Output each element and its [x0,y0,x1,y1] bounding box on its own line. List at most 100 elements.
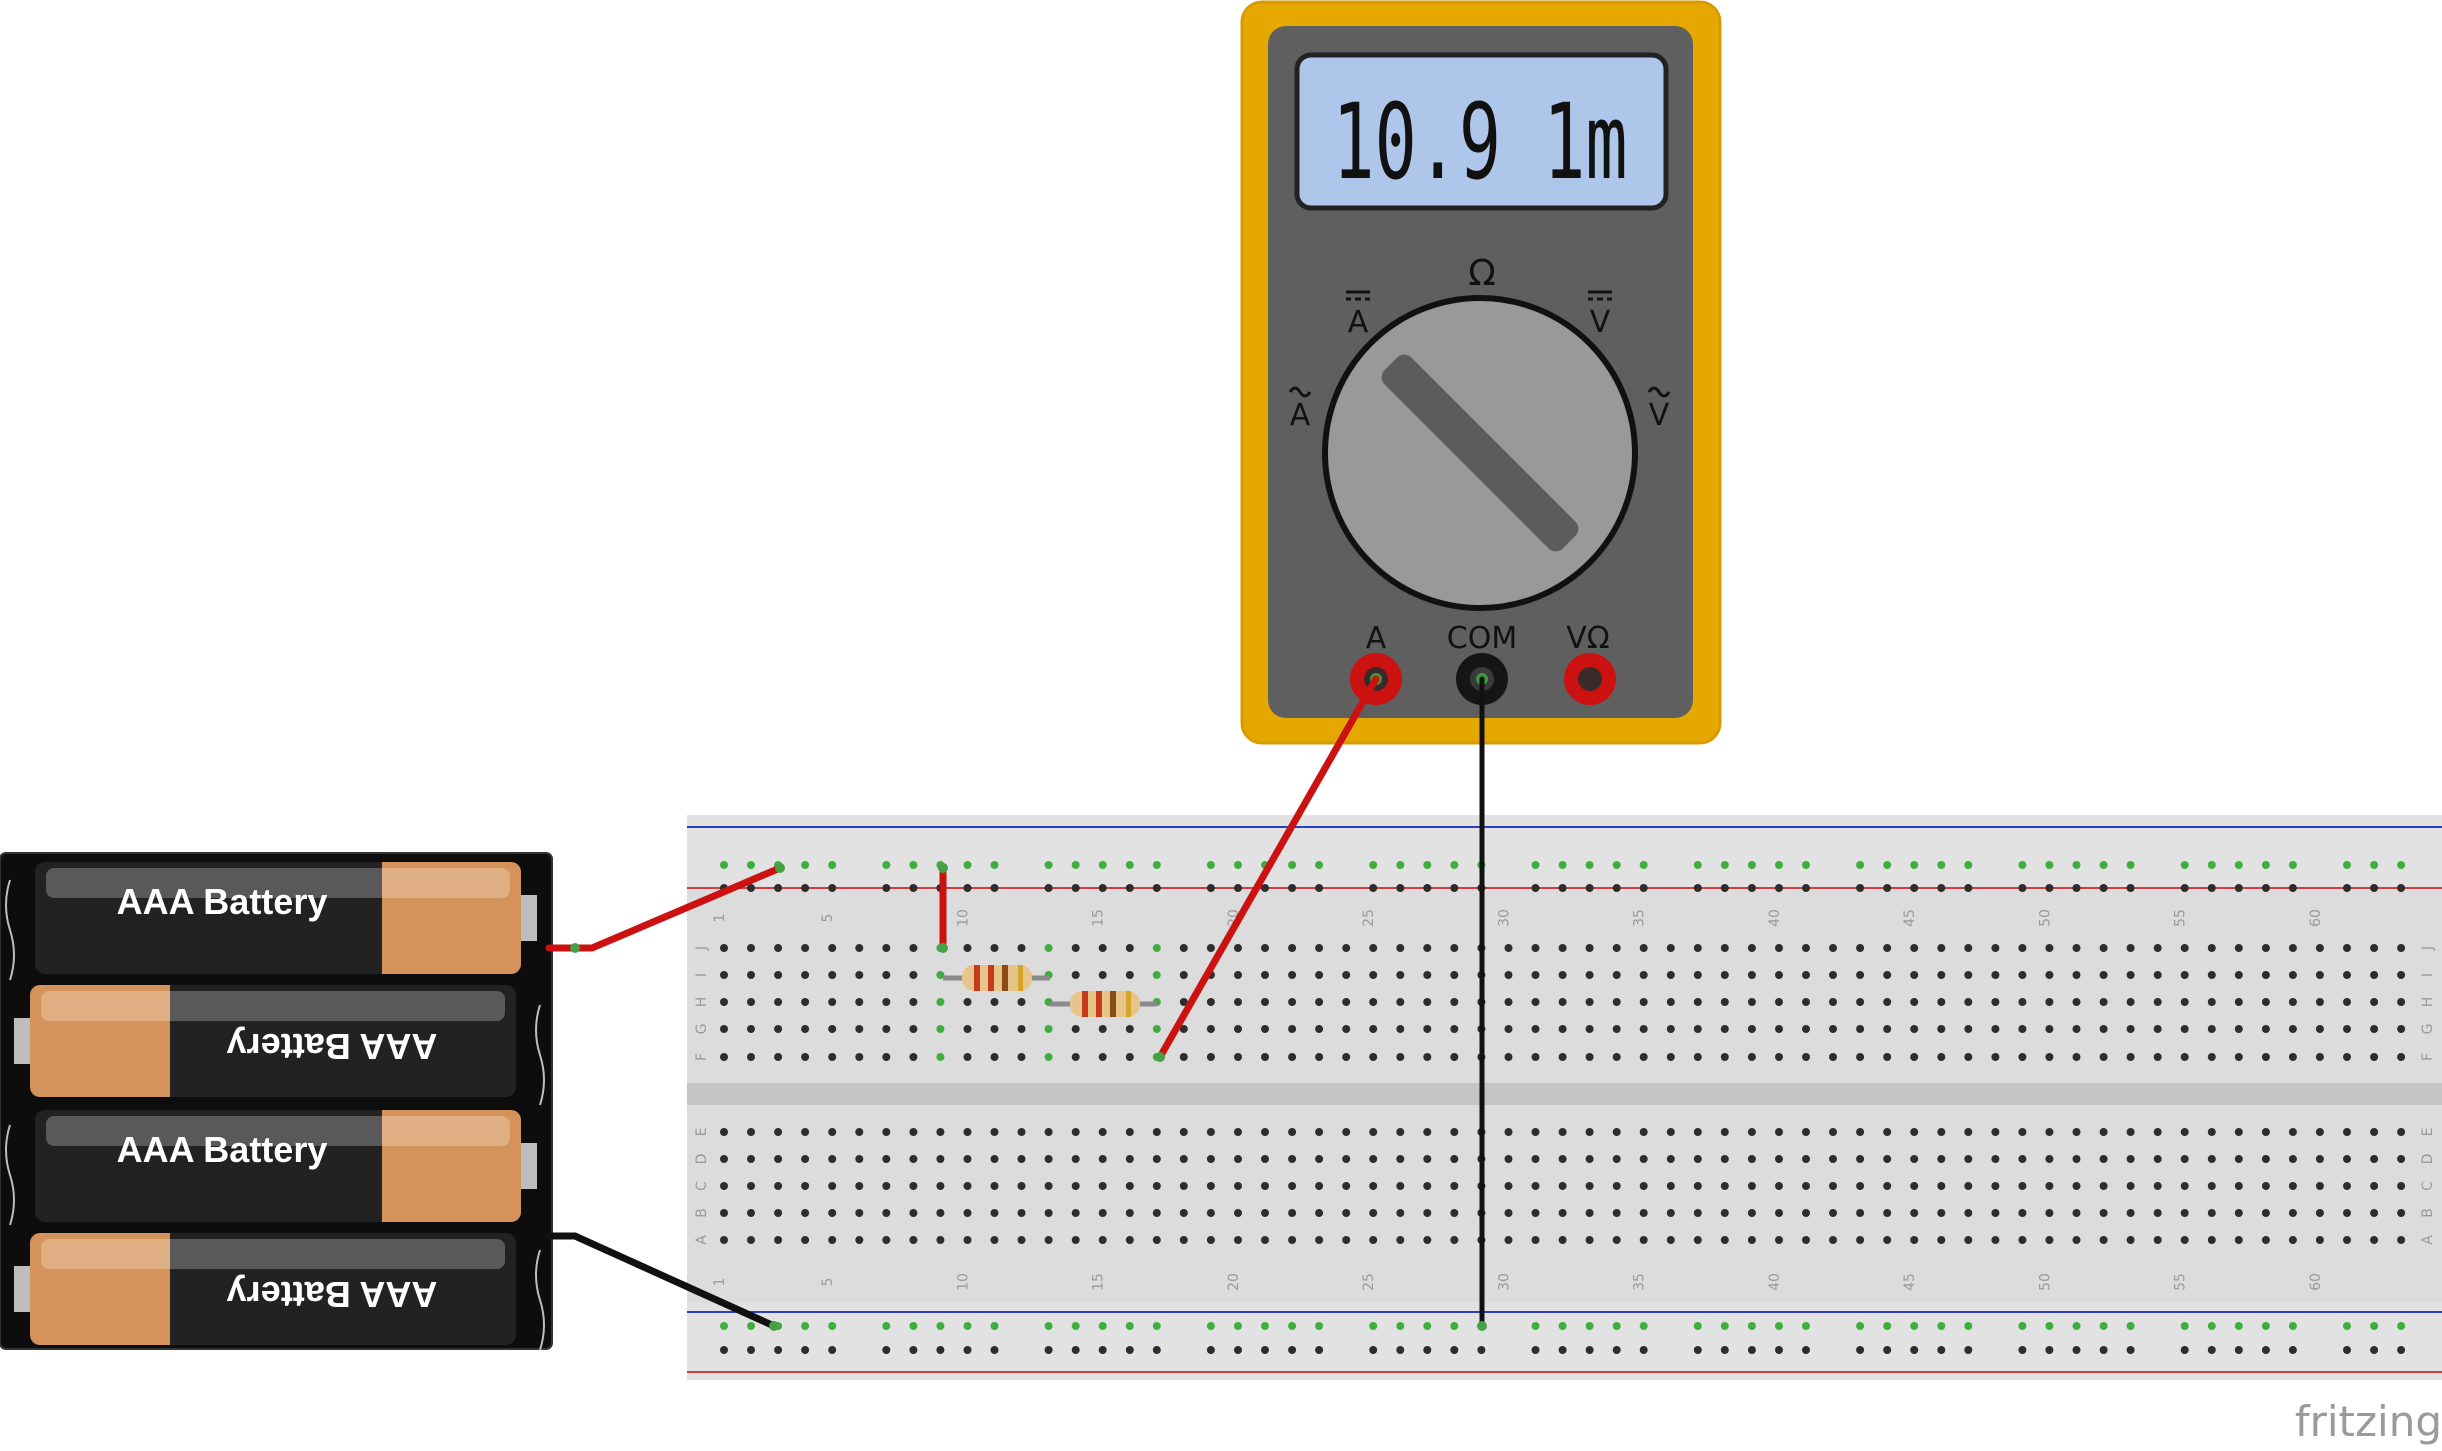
breadboard-hole[interactable] [2099,944,2108,952]
breadboard-hole[interactable] [1666,1053,1675,1061]
breadboard-hole[interactable] [1288,1025,1297,1033]
wire-jumper-rail-to-row[interactable] [938,863,948,953]
breadboard-hole[interactable] [1991,998,2000,1006]
breadboard-hole[interactable] [882,1209,891,1217]
breadboard-hole[interactable] [2370,971,2379,979]
breadboard-hole[interactable] [1531,1025,1540,1033]
breadboard-hole[interactable] [990,1346,999,1354]
breadboard-hole[interactable] [2018,1346,2027,1354]
breadboard-hole[interactable] [1991,1236,2000,1244]
breadboard-hole[interactable] [2180,884,2189,892]
breadboard-hole[interactable] [1964,971,1973,979]
breadboard-hole[interactable] [2045,1053,2054,1061]
breadboard-hole[interactable] [1585,1322,1594,1330]
breadboard-hole[interactable] [1396,884,1405,892]
breadboard-hole[interactable] [2261,1053,2270,1061]
breadboard-hole[interactable] [1964,1322,1973,1330]
breadboard-hole[interactable] [1747,1182,1756,1190]
breadboard-hole[interactable] [936,971,945,979]
breadboard-hole[interactable] [1396,1322,1405,1330]
breadboard-hole[interactable] [1775,971,1783,979]
breadboard-hole[interactable] [1017,1155,1026,1163]
breadboard-hole[interactable] [1369,1025,1378,1033]
breadboard-hole[interactable] [882,998,891,1006]
breadboard-hole[interactable] [909,1025,918,1033]
breadboard-hole[interactable] [1747,1209,1756,1217]
breadboard-hole[interactable] [909,861,918,869]
breadboard-hole[interactable] [2072,1322,2081,1330]
breadboard-hole[interactable] [1856,1322,1865,1330]
breadboard-hole[interactable] [1234,1053,1242,1061]
breadboard-hole[interactable] [2207,1209,2216,1217]
breadboard-hole[interactable] [2180,861,2189,869]
breadboard-hole[interactable] [1991,1155,2000,1163]
breadboard-hole[interactable] [1017,1182,1026,1190]
breadboard-hole[interactable] [990,1236,999,1244]
breadboard-hole[interactable] [1883,1322,1892,1330]
breadboard-hole[interactable] [1991,1053,2000,1061]
breadboard-hole[interactable] [720,1236,728,1244]
breadboard-hole[interactable] [1558,1322,1567,1330]
breadboard-hole[interactable] [1666,998,1675,1006]
breadboard-hole[interactable] [2234,1236,2243,1244]
breadboard-hole[interactable] [1098,1053,1107,1061]
breadboard-hole[interactable] [1991,1025,2000,1033]
breadboard-hole[interactable] [1747,884,1756,892]
breadboard-hole[interactable] [2018,1209,2027,1217]
breadboard-hole[interactable] [1044,1128,1053,1136]
breadboard-hole[interactable] [1206,1053,1215,1061]
breadboard-hole[interactable] [2180,1155,2189,1163]
breadboard-hole[interactable] [2370,1209,2379,1217]
breadboard-hole[interactable] [1720,998,1729,1006]
breadboard-hole[interactable] [1802,1182,1810,1190]
breadboard-hole[interactable] [2045,1182,2054,1190]
breadboard-hole[interactable] [1720,971,1729,979]
breadboard-hole[interactable] [1693,1322,1702,1330]
breadboard-hole[interactable] [801,884,810,892]
breadboard-hole[interactable] [1964,1128,1973,1136]
breadboard-hole[interactable] [1261,1155,1269,1163]
breadboard-hole[interactable] [909,884,918,892]
breadboard-hole[interactable] [1802,1322,1810,1330]
breadboard-hole[interactable] [963,1322,972,1330]
breadboard-hole[interactable] [909,998,918,1006]
breadboard-hole[interactable] [1369,1236,1378,1244]
breadboard-hole[interactable] [909,1209,918,1217]
breadboard-hole[interactable] [1937,1025,1946,1033]
breadboard-hole[interactable] [1937,1182,1946,1190]
breadboard-hole[interactable] [2288,1155,2297,1163]
breadboard-hole[interactable] [2207,944,2216,952]
breadboard-hole[interactable] [1666,1209,1675,1217]
breadboard-hole[interactable] [1558,861,1567,869]
breadboard-hole[interactable] [1396,1053,1405,1061]
breadboard-hole[interactable] [1450,1346,1459,1354]
breadboard-hole[interactable] [1369,884,1378,892]
breadboard-hole[interactable] [2370,1322,2379,1330]
breadboard-hole[interactable] [2261,1025,2270,1033]
breadboard-hole[interactable] [1234,998,1242,1006]
breadboard-hole[interactable] [2099,971,2108,979]
breadboard-hole[interactable] [1991,1128,2000,1136]
breadboard-hole[interactable] [1288,1155,1297,1163]
breadboard-hole[interactable] [909,1322,918,1330]
breadboard-hole[interactable] [1693,1128,1702,1136]
breadboard-hole[interactable] [1342,1025,1351,1033]
breadboard-hole[interactable] [2207,1346,2216,1354]
breadboard-hole[interactable] [1098,1346,1107,1354]
breadboard-hole[interactable] [747,1053,755,1061]
breadboard-hole[interactable] [2288,1128,2297,1136]
breadboard-hole[interactable] [1396,1155,1405,1163]
breadboard-hole[interactable] [1775,1025,1783,1033]
breadboard-hole[interactable] [828,1182,837,1190]
breadboard-hole[interactable] [1423,1182,1432,1190]
breadboard-hole[interactable] [2397,1128,2406,1136]
port-volt-ohm[interactable] [1564,653,1616,705]
breadboard-hole[interactable] [1747,1025,1756,1033]
breadboard-hole[interactable] [990,884,999,892]
breadboard-hole[interactable] [1071,1236,1080,1244]
wire-meter-amps[interactable] [1155,675,1380,1062]
breadboard-hole[interactable] [1612,1128,1621,1136]
breadboard-hole[interactable] [2343,1182,2351,1190]
breadboard-hole[interactable] [2207,861,2216,869]
breadboard-hole[interactable] [2234,1053,2243,1061]
